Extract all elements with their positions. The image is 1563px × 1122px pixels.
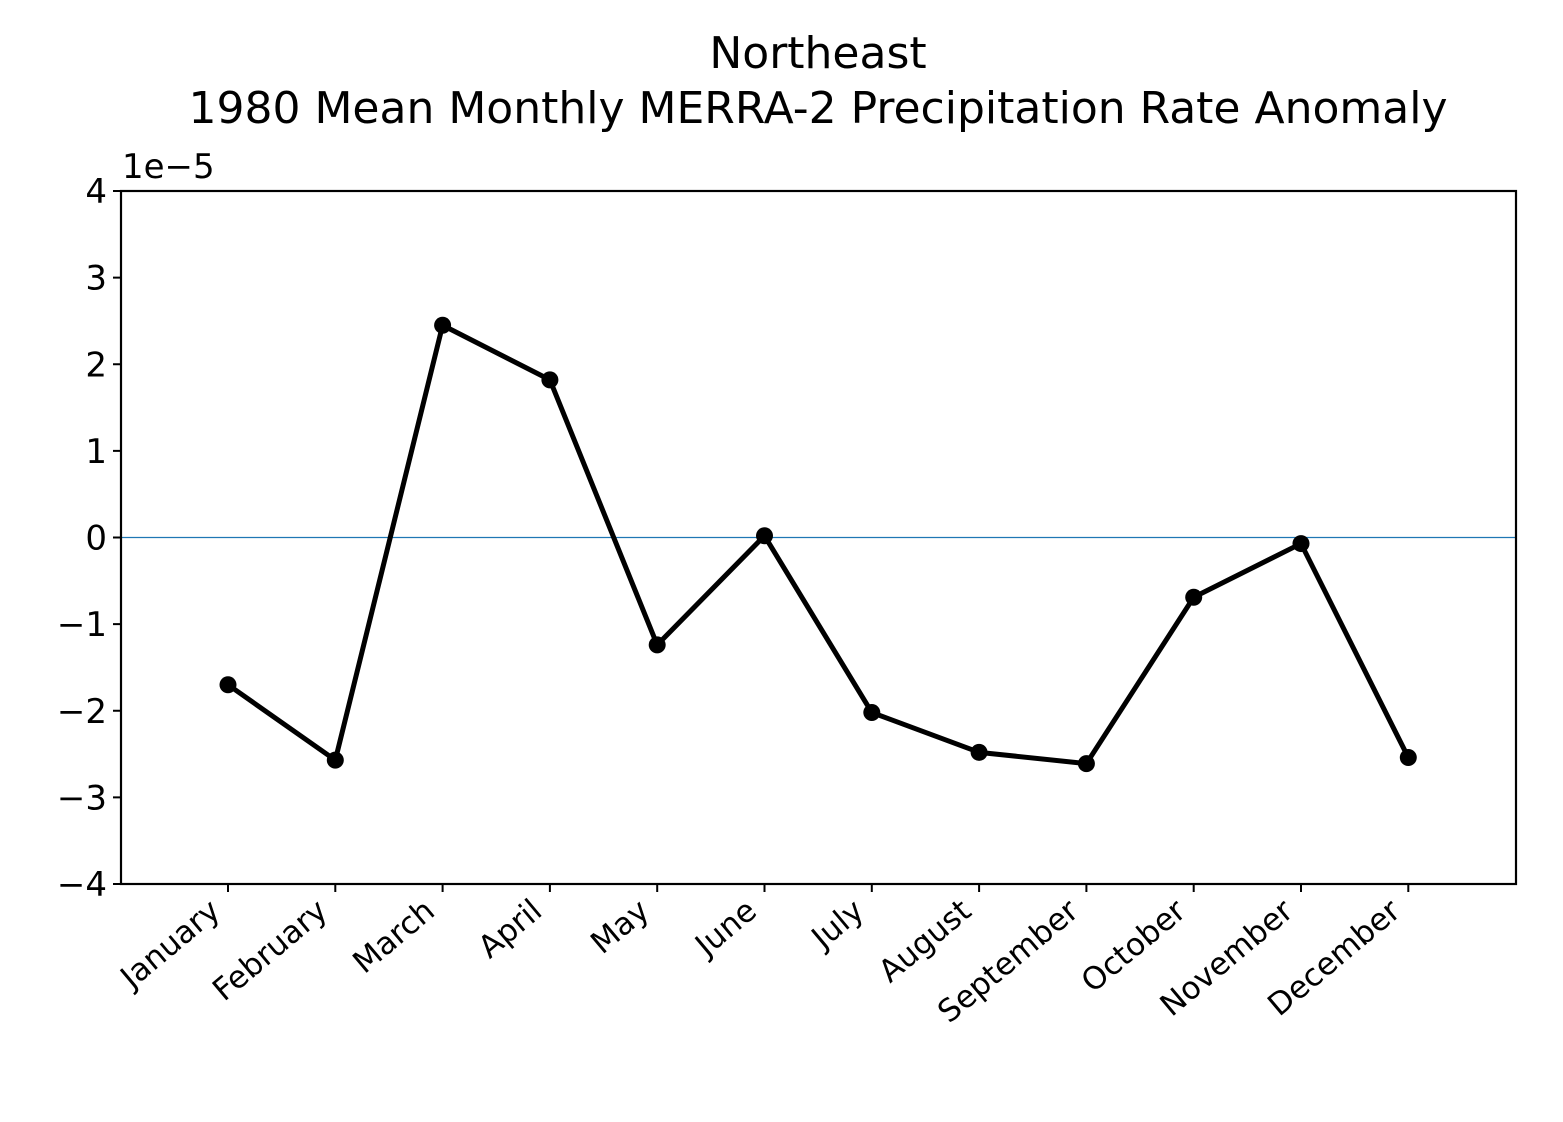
data-point-february — [326, 751, 344, 769]
x-tick-label: April — [472, 893, 549, 966]
data-point-november — [1292, 535, 1310, 553]
x-tick-label: May — [584, 893, 656, 962]
x-tick-label: July — [804, 893, 871, 958]
data-point-june — [756, 527, 773, 545]
x-tick-label: March — [346, 893, 442, 981]
y-tick-label: −4 — [57, 865, 107, 905]
data-point-december — [1399, 749, 1417, 767]
y-tick-label: −1 — [57, 605, 107, 645]
data-point-january — [219, 676, 237, 694]
y-tick-label: 4 — [85, 172, 107, 212]
x-tick-label: June — [687, 893, 763, 965]
y-tick-label: 3 — [85, 259, 107, 299]
data-point-october — [1185, 588, 1203, 606]
x-tick-label: February — [206, 893, 334, 1009]
chart-subtitle: 1980 Mean Monthly MERRA-2 Precipitation … — [189, 83, 1448, 134]
y-tick-label: 2 — [85, 345, 107, 385]
series-line — [225, 322, 1411, 767]
y-axis-offset-label: 1e−5 — [122, 147, 215, 187]
plot-frame — [119, 189, 1518, 886]
y-tick-label: 0 — [85, 519, 107, 559]
y-tick-label: −2 — [57, 692, 107, 732]
y-tick-label: −3 — [57, 778, 107, 818]
data-point-august — [970, 743, 988, 761]
data-point-may — [648, 636, 666, 654]
chart-title: Northeast — [709, 28, 926, 79]
y-tick-label: 1 — [85, 432, 107, 472]
data-point-july — [863, 703, 881, 721]
data-point-april — [541, 371, 559, 389]
data-point-september — [1077, 755, 1095, 773]
data-point-march — [434, 316, 452, 334]
